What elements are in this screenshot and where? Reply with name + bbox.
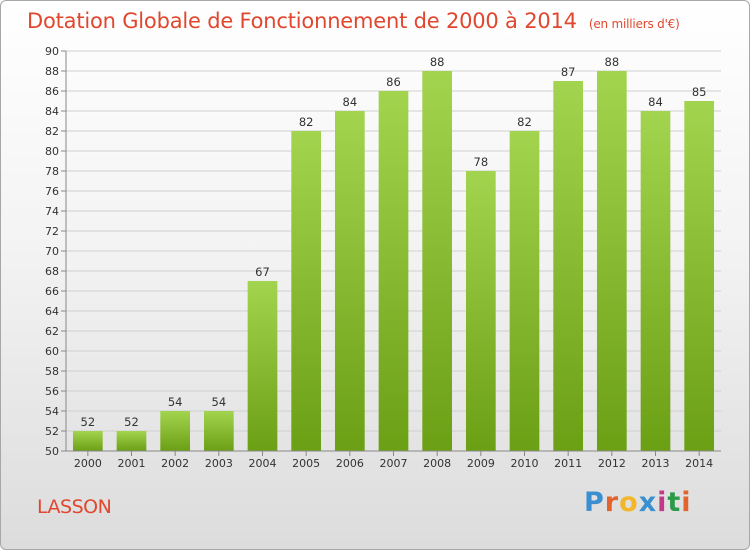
y-tick-label: 68	[45, 265, 59, 278]
y-tick-label: 86	[45, 85, 59, 98]
bar-2010	[509, 131, 540, 451]
bar-2008	[422, 71, 453, 451]
x-tick-label: 2008	[423, 457, 451, 470]
chart-unit: (en milliers d'€)	[588, 17, 680, 31]
x-tick-label: 2009	[467, 457, 495, 470]
x-tick-label: 2001	[118, 457, 146, 470]
x-tick-label: 2000	[74, 457, 102, 470]
data-label: 67	[255, 265, 270, 279]
logo-letter: i	[657, 487, 668, 518]
bar-2004	[247, 281, 278, 451]
y-tick-label: 74	[45, 205, 59, 218]
y-tick-label: 72	[45, 225, 59, 238]
bar-2007	[378, 91, 409, 451]
logo-letter: o	[619, 487, 639, 518]
bar-2003	[203, 411, 234, 451]
data-label: 82	[299, 115, 314, 129]
y-tick-label: 58	[45, 365, 59, 378]
y-tick-label: 56	[45, 385, 59, 398]
logo-letter: i	[681, 487, 692, 518]
data-label: 82	[517, 115, 532, 129]
data-label: 52	[81, 415, 96, 429]
bar-2012	[596, 71, 627, 451]
bar-2002	[160, 411, 191, 451]
logo-letter: t	[667, 487, 682, 518]
x-tick-label: 2004	[249, 457, 277, 470]
proxiti-logo: Proxiti	[584, 487, 692, 518]
y-tick-label: 60	[45, 345, 59, 358]
chart-title: Dotation Globale de Fonctionnement de 20…	[27, 9, 680, 33]
data-label: 88	[430, 55, 445, 69]
y-tick-label: 90	[45, 45, 59, 58]
y-tick-label: 80	[45, 145, 59, 158]
y-tick-label: 50	[45, 445, 59, 458]
y-tick-label: 52	[45, 425, 59, 438]
data-label: 86	[386, 75, 401, 89]
data-label: 88	[605, 55, 620, 69]
bar-2014	[684, 101, 715, 451]
bar-2009	[465, 171, 496, 451]
data-label: 52	[124, 415, 139, 429]
data-label: 87	[561, 65, 576, 79]
x-tick-label: 2007	[380, 457, 408, 470]
x-tick-label: 2013	[642, 457, 670, 470]
y-tick-label: 62	[45, 325, 59, 338]
x-tick-label: 2006	[336, 457, 364, 470]
commune-name: LASSON	[37, 496, 112, 518]
bar-2013	[640, 111, 671, 451]
y-tick-label: 54	[45, 405, 59, 418]
bar-2011	[553, 81, 584, 451]
x-tick-label: 2005	[292, 457, 320, 470]
data-label: 54	[168, 395, 183, 409]
y-tick-label: 88	[45, 65, 59, 78]
y-tick-label: 84	[45, 105, 59, 118]
x-tick-label: 2002	[161, 457, 189, 470]
bar-2006	[334, 111, 365, 451]
logo-letter: x	[638, 487, 658, 518]
chart-title-text: Dotation Globale de Fonctionnement de 20…	[27, 9, 577, 33]
bar-2001	[116, 431, 147, 451]
x-tick-label: 2012	[598, 457, 626, 470]
data-label: 84	[648, 95, 663, 109]
x-tick-label: 2003	[205, 457, 233, 470]
data-label: 54	[212, 395, 227, 409]
y-tick-label: 64	[45, 305, 59, 318]
y-tick-label: 70	[45, 245, 59, 258]
y-axis: 50 52 54 56 58 60 62 64 66 68 70 72 74 76 78 80 82 84 86 88…	[45, 45, 67, 458]
x-tick-label: 2011	[554, 457, 582, 470]
x-tick-label: 2010	[511, 457, 539, 470]
data-label: 78	[474, 155, 489, 169]
data-label: 85	[692, 85, 707, 99]
x-axis: 2000 2001 2002 2003 2004 2005 2006 2007 2008 2009…	[66, 450, 721, 470]
y-tick-label: 82	[45, 125, 59, 138]
data-label: 84	[343, 95, 358, 109]
logo-letter: P	[584, 487, 605, 518]
bar-2000	[72, 431, 103, 451]
bars: 52 52 54 54 67 82 84 86 88 78 82 87 88 84 85	[72, 55, 715, 451]
bar-2005	[291, 131, 322, 451]
logo-letter: r	[604, 487, 620, 518]
x-tick-label: 2014	[685, 457, 713, 470]
y-tick-label: 76	[45, 185, 59, 198]
y-tick-label: 78	[45, 165, 59, 178]
y-tick-label: 66	[45, 285, 59, 298]
